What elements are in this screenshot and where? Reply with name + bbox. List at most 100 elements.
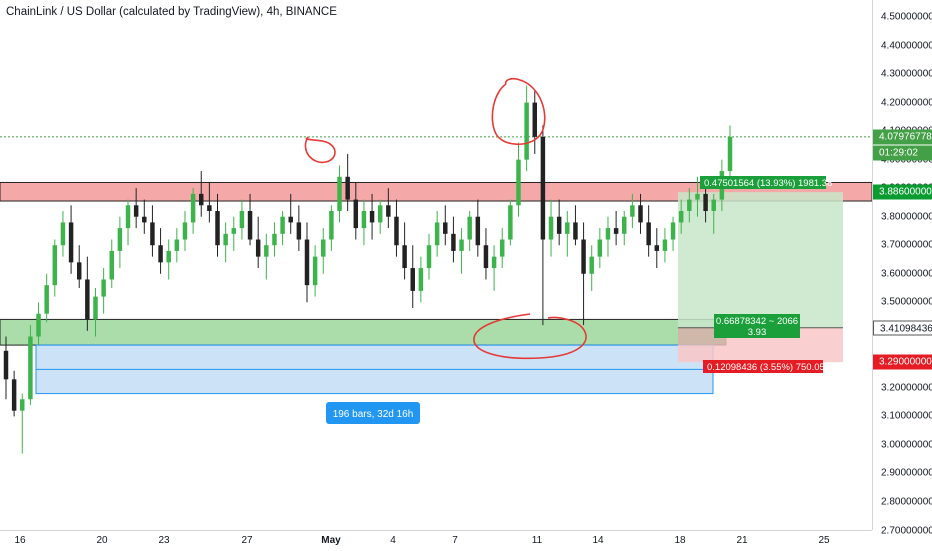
measure-label-box (326, 402, 420, 424)
annotation-circle-top-right (491, 77, 546, 145)
candle-body (76, 262, 82, 280)
candle-body (687, 199, 692, 211)
candle-body (426, 245, 432, 269)
candle-body (475, 216, 481, 246)
candle-body (630, 205, 635, 217)
profit-label: 0.47501564 (13.93%) 1981.38 (704, 178, 832, 189)
support-zone[interactable] (0, 318, 727, 346)
candle-body (670, 222, 676, 240)
price-tick: 3.10000000 (881, 410, 932, 422)
candle-body (377, 205, 383, 223)
candle-body (573, 222, 578, 240)
annotation-circle-top-left (304, 136, 336, 164)
candle-body (52, 245, 58, 286)
candle-body (3, 350, 9, 380)
time-tick: 14 (592, 535, 604, 546)
candle-body (678, 211, 684, 223)
entry-label-line1: 0.66878342 ~ 2066 (716, 316, 798, 327)
candle-body (85, 279, 90, 320)
candle-body (174, 239, 180, 251)
candle-body (589, 256, 594, 274)
price-chart[interactable]: 196 bars, 32d 16h 0.47501564 (13.93%) 19… (0, 0, 872, 530)
candle-body (150, 222, 155, 246)
target-price-tag: 3.88600000 (873, 184, 932, 200)
candle-body (727, 136, 733, 172)
candle-body (321, 239, 326, 257)
price-tick: 3.70000000 (881, 239, 932, 251)
candle-body (207, 205, 212, 211)
candle-body (11, 379, 17, 411)
candle-body (703, 193, 708, 211)
candle-body (499, 239, 505, 257)
annotation-circle-bottom (473, 313, 587, 360)
candle-body (109, 250, 114, 280)
candle-body (280, 216, 285, 234)
price-tick: 3.00000000 (881, 439, 932, 451)
time-tick: 25 (818, 535, 830, 546)
candle-body (337, 176, 342, 211)
time-tick: 20 (96, 535, 108, 546)
candle-body (491, 256, 497, 269)
candle-body (597, 239, 603, 257)
candle-body (581, 239, 586, 274)
candle-body (386, 205, 391, 217)
candle-body (329, 211, 334, 240)
price-tick: 3.60000000 (881, 268, 932, 280)
candle-body (272, 233, 277, 246)
candle-body (622, 216, 627, 234)
candle-body (247, 211, 253, 240)
candle-body (532, 102, 538, 137)
price-tick: 3.20000000 (881, 382, 932, 394)
candle-body (182, 222, 188, 240)
candle-body (36, 313, 41, 337)
candle-body (654, 245, 660, 251)
candle-body (60, 222, 66, 246)
candle-body (345, 176, 350, 200)
candle-body (540, 136, 546, 240)
time-tick: 21 (736, 535, 748, 546)
loss-label-box (703, 360, 823, 373)
time-tick: 18 (674, 535, 686, 546)
price-tick: 2.90000000 (881, 467, 932, 479)
price-tick: 4.50000000 (881, 11, 932, 23)
candle-body (434, 222, 440, 246)
chart-title: ChainLink / US Dollar (calculated by Tra… (6, 6, 337, 18)
candle-body (255, 239, 261, 257)
candle-body (662, 239, 668, 251)
time-tick: 11 (531, 535, 543, 546)
candle-body (646, 222, 651, 246)
candle-body (556, 216, 562, 234)
long-position-profit-zone[interactable] (678, 192, 843, 328)
candle-body (93, 296, 98, 320)
candle-body (264, 245, 269, 257)
time-tick: 16 (14, 535, 26, 546)
candle-body (451, 233, 456, 251)
profit-label-box (700, 176, 826, 189)
candle-body (443, 222, 448, 234)
price-tick: 3.50000000 (881, 296, 932, 308)
candle-body (459, 239, 464, 251)
candle-body (231, 228, 237, 234)
time-tick: May (321, 535, 341, 546)
last-price-tag: 4.07976778 (873, 129, 932, 145)
candle-body (125, 205, 131, 229)
candle-body (483, 245, 489, 269)
entry-price-tag: 3.41098436 (873, 320, 932, 336)
price-axis[interactable]: 2.70000000 2.80000000 2.90000000 3.00000000… (872, 0, 932, 536)
candle-body (548, 216, 554, 240)
time-tick: 23 (158, 535, 170, 546)
candle-body (410, 268, 415, 291)
candle-body (524, 102, 529, 160)
candle-body (215, 211, 220, 246)
candle-body (361, 211, 367, 229)
measure-label: 196 bars, 32d 16h (333, 409, 414, 420)
entry-label-box (714, 314, 800, 338)
candle-body (613, 228, 619, 234)
candle-body (711, 199, 716, 211)
candle-body (565, 222, 570, 234)
candlestick-series (3, 85, 733, 454)
price-tick: 2.70000000 (881, 525, 932, 537)
entry-label-line2: 3.93 (748, 327, 767, 338)
time-axis[interactable]: 16 20 23 27 May 4 7 11 14 18 21 25 (0, 530, 872, 551)
